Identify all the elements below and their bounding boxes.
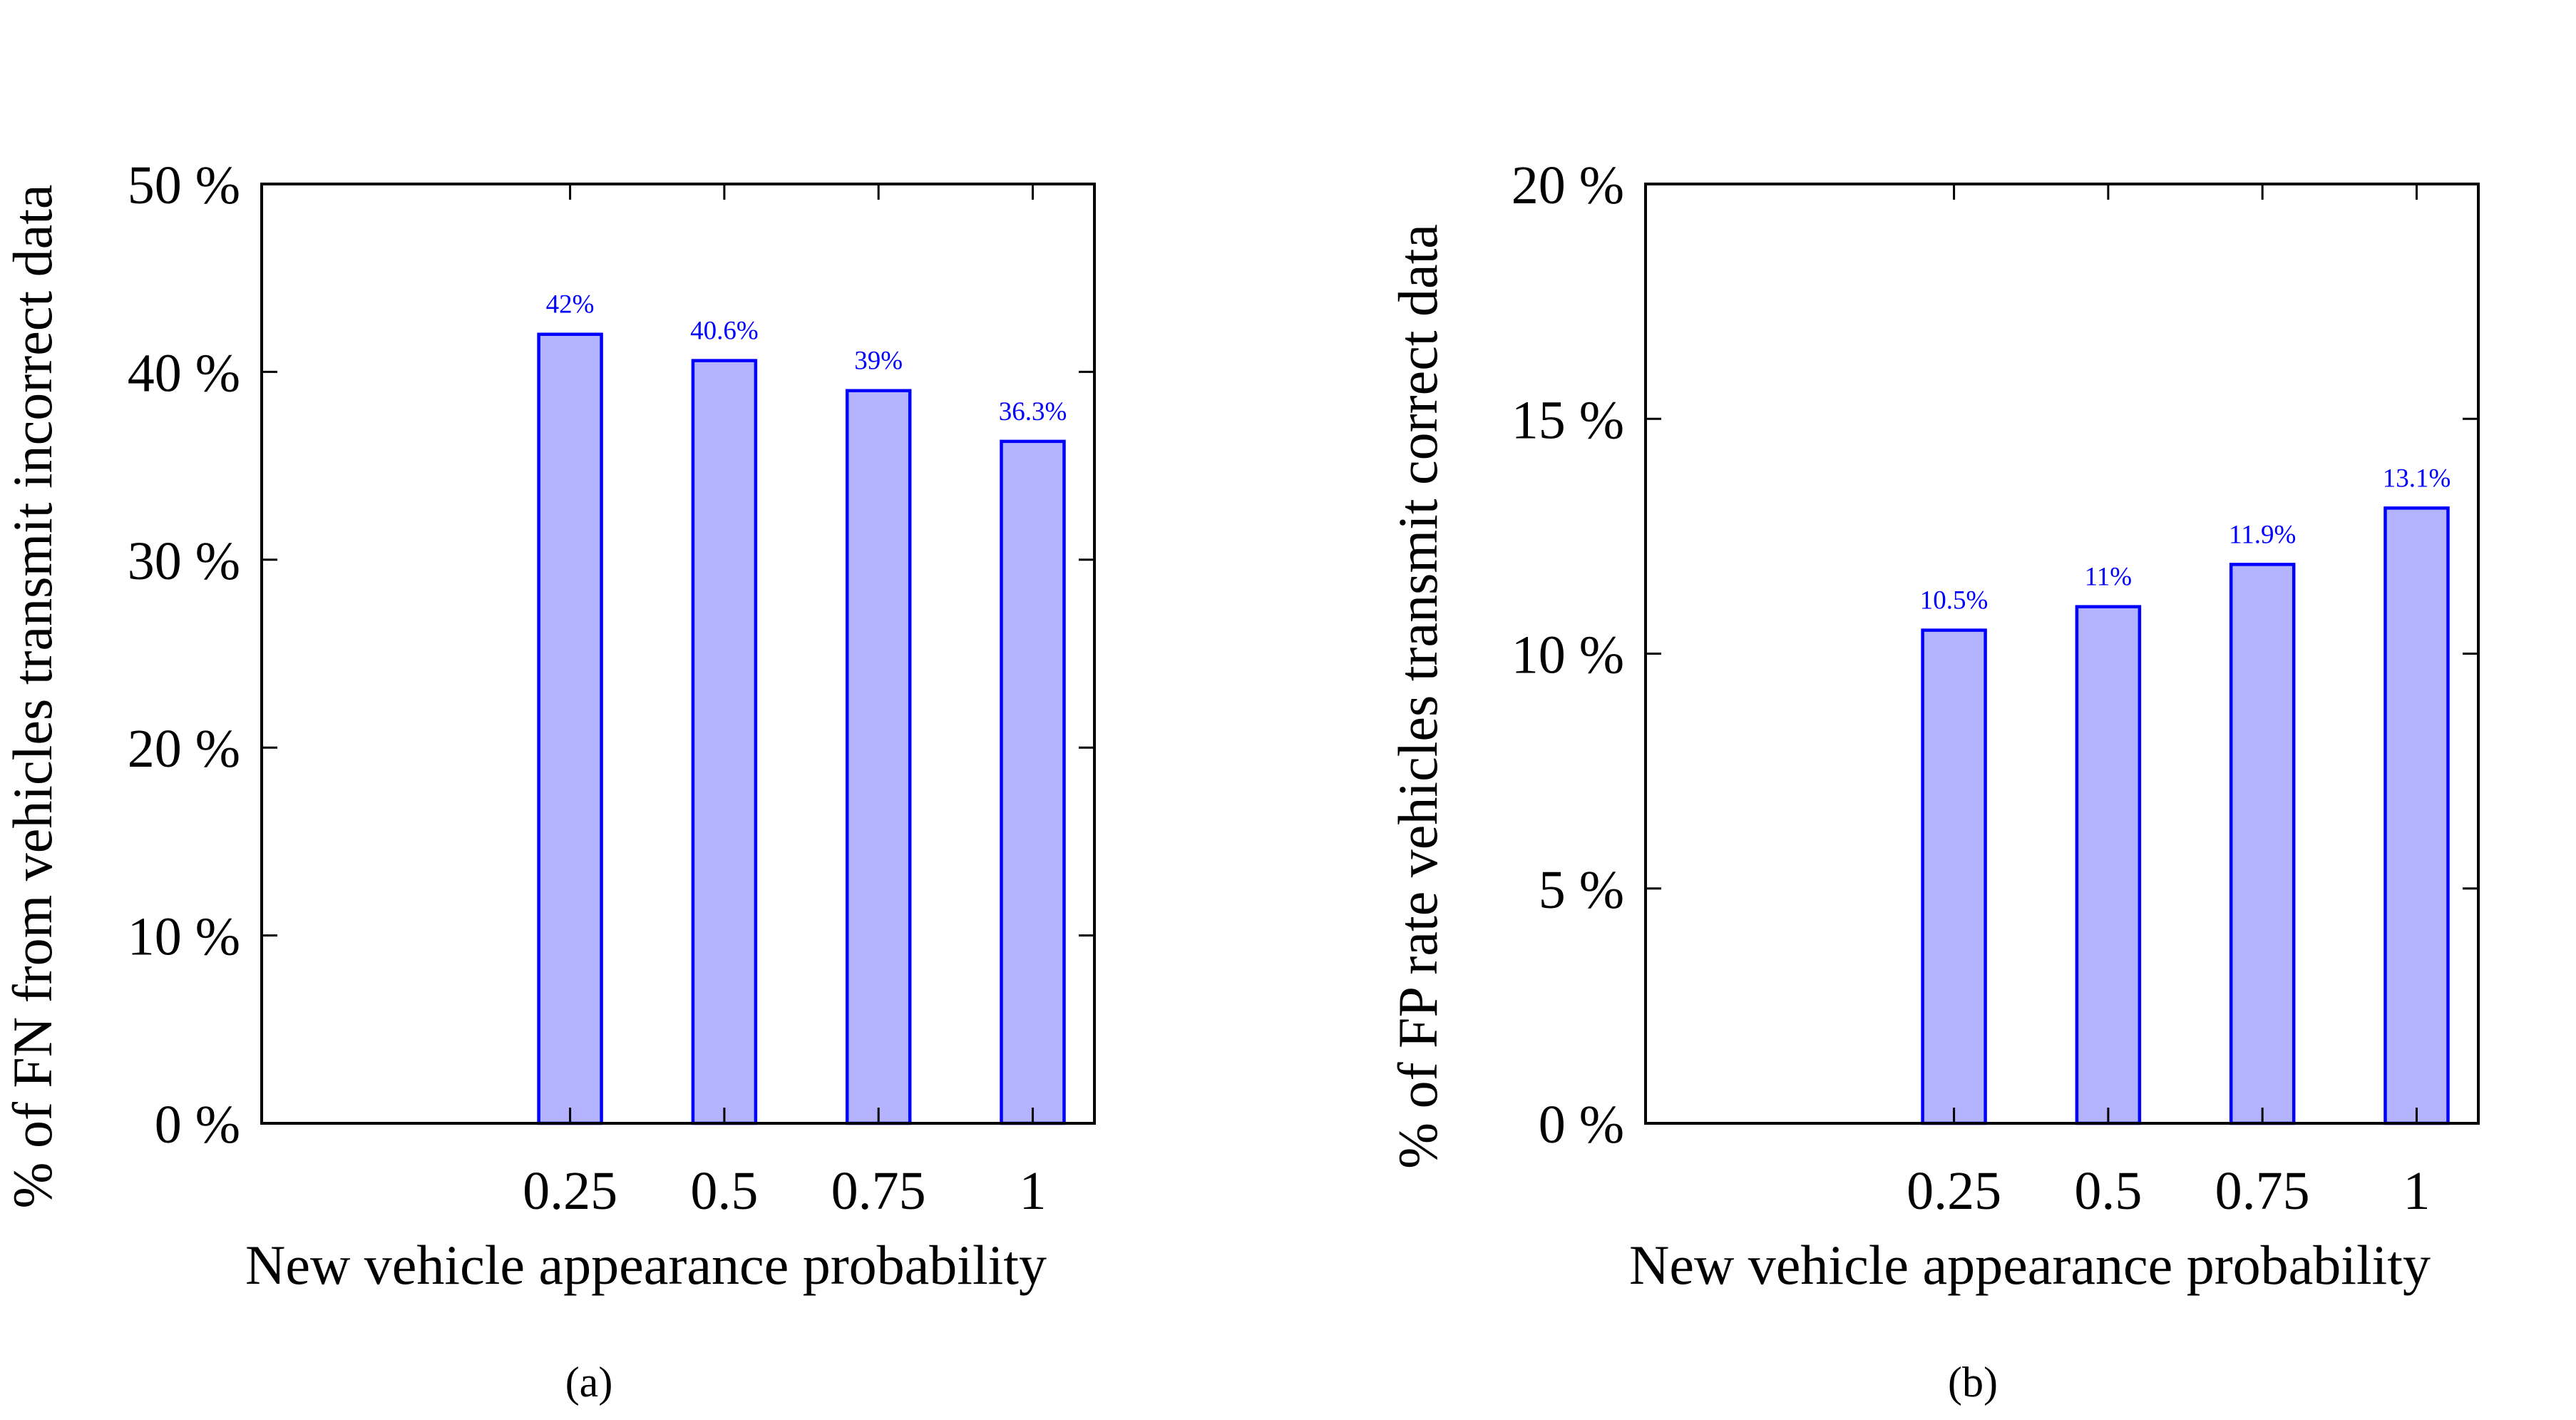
y-tick-label: 10 % — [128, 907, 240, 967]
data-label-0.75: 11.9% — [2229, 520, 2296, 549]
bar-0.75 — [2229, 563, 2296, 1125]
y-axis-label: % of FN from vehicles transmit incorrect… — [1, 184, 63, 1208]
x-tick-label: 0.75 — [2215, 1161, 2310, 1221]
x-tick-label: 0.25 — [1907, 1161, 2001, 1221]
y-tick-label: 20 % — [1512, 155, 1624, 215]
y-tick-label: 20 % — [128, 719, 240, 779]
bar-1 — [1000, 439, 1066, 1125]
data-label-0.5: 11% — [2085, 563, 2132, 592]
figure-caption-b: (b) — [1948, 1359, 1998, 1406]
plot-frame — [260, 183, 1096, 1125]
bar-0.5 — [2075, 605, 2142, 1125]
x-axis-label: New vehicle appearance probability — [1629, 1234, 2431, 1296]
plot-frame — [1644, 183, 2480, 1125]
data-label-0.25: 42% — [546, 290, 595, 320]
data-label-0.25: 10.5% — [1920, 586, 1989, 615]
x-tick-label: 0.5 — [2074, 1161, 2142, 1221]
bar-1 — [2383, 506, 2450, 1125]
y-tick-label: 0 % — [155, 1095, 240, 1155]
bar-0.25 — [1921, 628, 1987, 1125]
data-label-1: 13.1% — [2383, 464, 2451, 493]
y-tick-label: 40 % — [128, 343, 240, 403]
y-tick-label: 0 % — [1539, 1095, 1624, 1155]
x-tick-label: 1 — [1019, 1161, 1046, 1221]
bar-0.75 — [845, 389, 912, 1125]
y-tick-label: 30 % — [128, 531, 240, 591]
figure-caption-a: (a) — [565, 1359, 613, 1406]
y-tick-label: 10 % — [1512, 625, 1624, 685]
y-tick-label: 15 % — [1512, 390, 1624, 450]
bar-0.5 — [691, 359, 758, 1125]
x-tick-label: 1 — [2403, 1161, 2430, 1221]
bar-0.25 — [537, 332, 603, 1125]
data-label-0.75: 39% — [854, 347, 903, 376]
x-axis-label: New vehicle appearance probability — [245, 1234, 1047, 1296]
y-tick-label: 50 % — [128, 155, 240, 215]
data-label-1: 36.3% — [999, 397, 1067, 426]
x-tick-label: 0.25 — [523, 1161, 617, 1221]
y-tick-label: 5 % — [1539, 860, 1624, 920]
x-tick-label: 0.75 — [831, 1161, 926, 1221]
x-tick-label: 0.5 — [690, 1161, 758, 1221]
chart-panel-b: 10.5% 11% 11.9% 13.1% 0 % 5 % 10 % 15 % 20 % 0.25… — [1387, 155, 2480, 1406]
chart-panel-a: 42% 40.6% 39% 36.3% 0 % 10 % 20 % 30 % 40 % 50 % 0… — [1, 155, 1096, 1406]
data-label-0.5: 40.6% — [690, 317, 759, 346]
y-axis-label: % of FP rate vehicles transmit correct d… — [1387, 224, 1449, 1169]
